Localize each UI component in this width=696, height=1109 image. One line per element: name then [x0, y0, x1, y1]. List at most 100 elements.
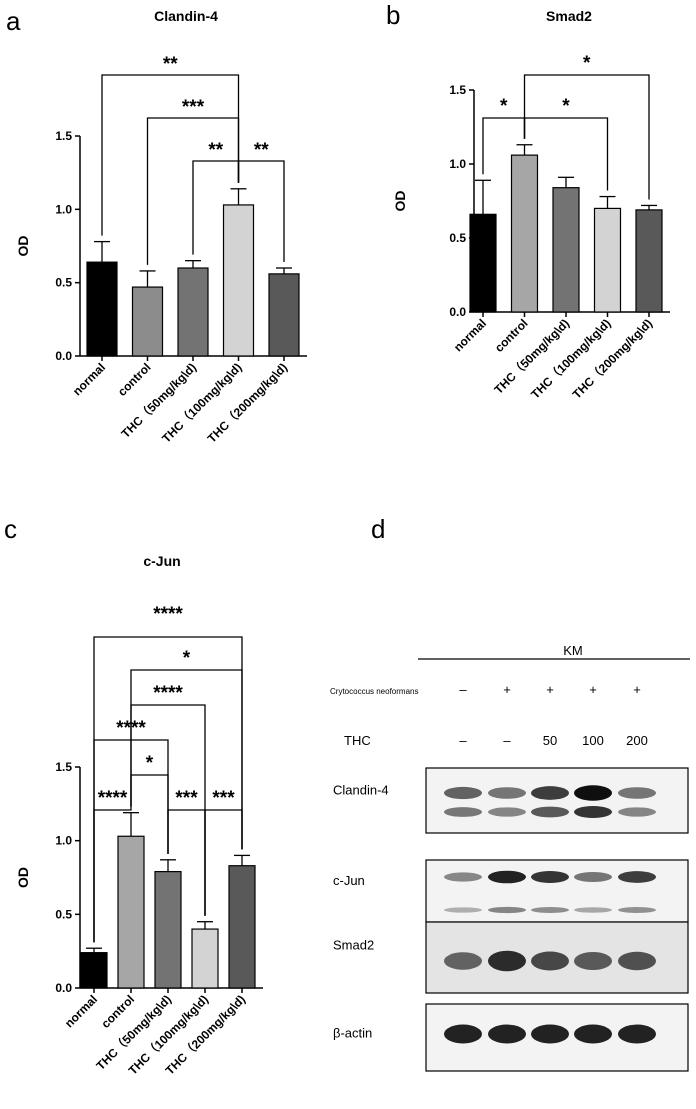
bar	[117, 835, 145, 989]
bar	[177, 267, 209, 357]
chart-smad2: Smad2 OD 0.0 0.5 1.0 1.5 normal controlTHC（50mg…	[392, 8, 670, 402]
significance-bracket	[146, 117, 240, 265]
panel-letter-a: a	[6, 6, 21, 36]
wb-band	[488, 787, 526, 799]
wb-band	[574, 952, 612, 970]
wb-band	[488, 906, 526, 914]
chart-title: c-Jun	[143, 553, 180, 569]
y-tick-label: 0.5	[449, 231, 466, 245]
bar	[510, 154, 539, 313]
bar	[552, 187, 580, 313]
y-tick-label: 1.5	[449, 83, 466, 97]
wb-row2-value: –	[459, 733, 467, 748]
significance-bracket	[93, 636, 243, 943]
wb-band	[618, 907, 656, 913]
bar	[268, 273, 300, 357]
bar	[80, 952, 108, 989]
bar	[222, 204, 255, 357]
wb-row1-label: Crytococcus neoformans	[330, 687, 418, 696]
bar	[86, 261, 118, 357]
wb-band	[574, 806, 612, 818]
wb-band	[444, 952, 482, 970]
wb-band	[618, 1024, 656, 1044]
wb-row1-value: –	[459, 682, 467, 697]
wb-band	[618, 807, 656, 817]
wb-row1-value: +	[503, 682, 511, 697]
wb-blot-label: Smad2	[333, 938, 374, 953]
wb-band	[488, 950, 526, 972]
y-tick-label: 1.0	[55, 202, 72, 216]
category-label: normal	[70, 360, 108, 398]
wb-band	[444, 907, 482, 913]
bar	[635, 209, 663, 313]
category-label: THC（50mg/kg\d)	[118, 360, 199, 441]
wb-row2-label: THC	[344, 733, 371, 748]
chart-title: Smad2	[546, 8, 592, 24]
panel-letter-d: d	[371, 514, 385, 544]
wb-row2-values: – – 50 100 200	[459, 733, 647, 748]
panel-letter-c: c	[4, 514, 17, 544]
wb-band	[574, 907, 612, 913]
significance-label: *	[146, 753, 154, 774]
significance-label: ***	[175, 788, 198, 809]
chart-cjun: c-JunOD0.00.51.01.5normalcontrolTHC（50mg…	[15, 553, 263, 1078]
category-label: THC（100mg/kg\d)	[528, 316, 614, 402]
significance-label: **	[254, 140, 269, 161]
wb-band	[531, 786, 569, 800]
wb-band	[531, 951, 569, 971]
wb-band	[531, 871, 569, 883]
wb-band	[574, 1024, 612, 1044]
wb-row1-value: +	[589, 682, 597, 697]
wb-row1-value: +	[546, 682, 554, 697]
wb-row1-value: +	[633, 682, 641, 697]
y-axis-label: OD	[392, 191, 408, 212]
wb-band	[574, 785, 612, 801]
wb-band	[531, 1024, 569, 1044]
significance-label: **	[163, 54, 178, 75]
significance-label: *	[583, 53, 591, 74]
y-tick-label: 1.0	[449, 157, 466, 171]
bar	[154, 871, 182, 989]
wb-blot-box	[425, 767, 689, 834]
wb-band	[574, 872, 612, 882]
wb-band	[488, 1024, 526, 1044]
wb-band	[531, 806, 569, 818]
significance-label: *	[562, 96, 570, 117]
bar	[191, 928, 219, 989]
y-tick-label: 1.5	[55, 129, 72, 143]
wb-band	[488, 807, 526, 817]
y-tick-label: 1.5	[55, 760, 72, 774]
category-label: THC（200mg/kg\d)	[569, 316, 655, 402]
panel-letter-b: b	[386, 0, 400, 30]
significance-label: ***	[212, 788, 235, 809]
wb-band	[488, 870, 526, 884]
bar	[469, 213, 497, 313]
wb-row2-value: 50	[543, 733, 557, 748]
wb-band	[618, 787, 656, 799]
bar	[593, 207, 622, 313]
category-label: normal	[451, 316, 489, 354]
wb-band	[444, 807, 482, 817]
y-axis-label: OD	[15, 236, 31, 257]
category-label: THC（50mg/kg\d)	[491, 316, 572, 397]
wb-row1-values: – + + + +	[459, 682, 640, 697]
significance-label: *	[500, 96, 508, 117]
category-label: THC（100mg/kg\d)	[159, 360, 245, 446]
wb-band	[444, 1024, 482, 1044]
wb-band	[618, 871, 656, 883]
significance-label: *	[183, 648, 191, 669]
wb-blot-label: Clandin-4	[333, 783, 389, 798]
y-tick-label: 0.0	[449, 305, 466, 319]
significance-label: ****	[153, 604, 183, 625]
category-label: control	[115, 360, 154, 399]
y-axis-label: OD	[15, 867, 31, 888]
wb-blot-label: β-actin	[333, 1026, 372, 1041]
western-blot: KM Crytococcus neoformans THC – + + + + – – 50…	[330, 643, 690, 1072]
wb-row2-value: 100	[582, 733, 604, 748]
significance-label: ****	[98, 788, 128, 809]
wb-blots: Clandin-4 c-Jun Smad2 β-actin	[333, 767, 689, 1072]
wb-row2-value: –	[503, 733, 511, 748]
significance-label: **	[208, 140, 223, 161]
